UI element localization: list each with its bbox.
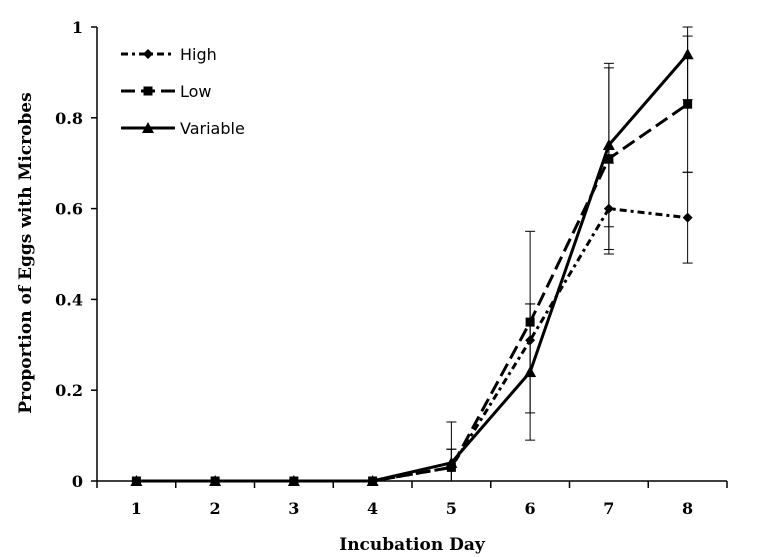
y-tick-label: 0.4 [55, 290, 83, 309]
marker-low [604, 154, 614, 164]
marker-variable [130, 475, 143, 486]
y-tick-label: 0 [72, 472, 83, 491]
x-tick-label: 7 [603, 499, 614, 518]
marker-variable [524, 366, 537, 378]
legend-label-low: Low [180, 82, 212, 101]
legend-marker-variable [142, 122, 154, 133]
x-tick-label: 6 [525, 499, 536, 518]
x-axis-title: Incubation Day [339, 535, 486, 555]
legend-marker-high [143, 49, 153, 59]
x-tick-label: 5 [446, 499, 457, 518]
series-lines [136, 53, 689, 483]
series-line-variable [136, 53, 689, 483]
legend-label-high: High [180, 45, 217, 64]
marker-low [525, 317, 535, 327]
x-tick-label: 8 [682, 499, 693, 518]
marker-variable [602, 139, 615, 151]
marker-variable [445, 456, 458, 468]
y-tick-label: 0.8 [55, 109, 83, 128]
legend-marker-low [143, 86, 153, 96]
marker-high [603, 203, 614, 214]
marker-variable [366, 475, 379, 486]
x-tick-label: 4 [367, 499, 378, 518]
y-tick-label: 0.2 [55, 381, 83, 400]
marker-variable [287, 475, 300, 486]
marker-variable [209, 475, 222, 486]
y-tick-label: 0.6 [55, 200, 83, 219]
x-tick-label: 1 [131, 499, 142, 518]
legend-label-variable: Variable [180, 119, 245, 138]
marker-low [683, 99, 693, 109]
marker-high [682, 212, 693, 223]
y-tick-label: 1 [72, 18, 83, 37]
marker-high [525, 335, 536, 346]
x-tick-label: 3 [288, 499, 299, 518]
series-markers [130, 48, 694, 486]
x-tick-label: 2 [210, 499, 221, 518]
marker-variable [681, 48, 694, 60]
axes: 0 0.2 0.4 0.6 0.8 1 1 2 3 4 5 6 7 8 [55, 18, 728, 518]
legend: High Low Variable [121, 45, 245, 138]
y-axis-title: Proportion of Eggs with Microbes [16, 92, 36, 413]
